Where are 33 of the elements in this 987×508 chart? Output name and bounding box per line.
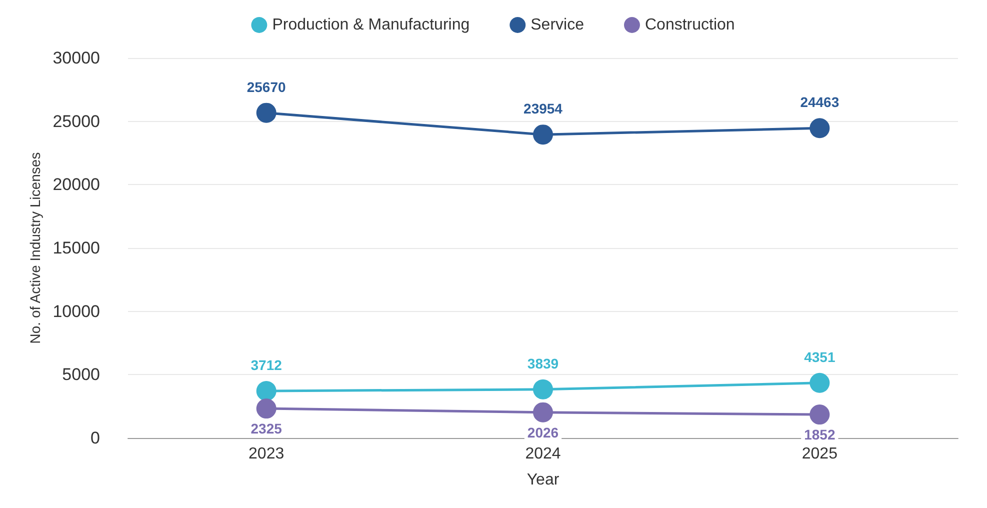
point <box>533 124 553 145</box>
x-tick-label: 2023 <box>248 446 284 462</box>
data-label: 2325 <box>250 420 282 437</box>
point <box>810 118 830 138</box>
y-tick-label: 30000 <box>52 48 100 68</box>
legend-label: Service <box>530 16 584 34</box>
x-tick-label: 2024 <box>525 446 561 462</box>
data-label: 1852 <box>804 426 836 443</box>
point <box>810 372 830 393</box>
data-label: 2026 <box>527 424 559 440</box>
data-label: 4351 <box>804 348 836 365</box>
y-tick-label: 5000 <box>62 365 100 384</box>
x-axis-title: Year <box>526 472 560 488</box>
point <box>810 404 830 425</box>
data-label: 3839 <box>527 355 559 372</box>
y-tick-label: 20000 <box>52 175 100 194</box>
y-tick-label: 25000 <box>52 112 100 131</box>
x-tick-label: 2025 <box>802 446 838 462</box>
legend-label: Production & Manufacturing <box>272 16 470 34</box>
point <box>256 380 276 401</box>
y-tick-label: 10000 <box>52 302 100 321</box>
legend-label: Construction <box>644 16 735 34</box>
data-label: 3712 <box>250 356 282 373</box>
data-label: 25670 <box>246 78 286 95</box>
data-label: 23954 <box>524 100 563 117</box>
y-tick-label: 15000 <box>52 238 100 258</box>
point <box>256 398 276 419</box>
data-label: 24463 <box>800 94 840 110</box>
y-axis-title: No. of Active Industry Licenses <box>26 152 43 344</box>
y-tick-label: 0 <box>90 428 100 448</box>
point <box>256 102 276 123</box>
point <box>533 379 553 400</box>
point <box>533 402 553 422</box>
